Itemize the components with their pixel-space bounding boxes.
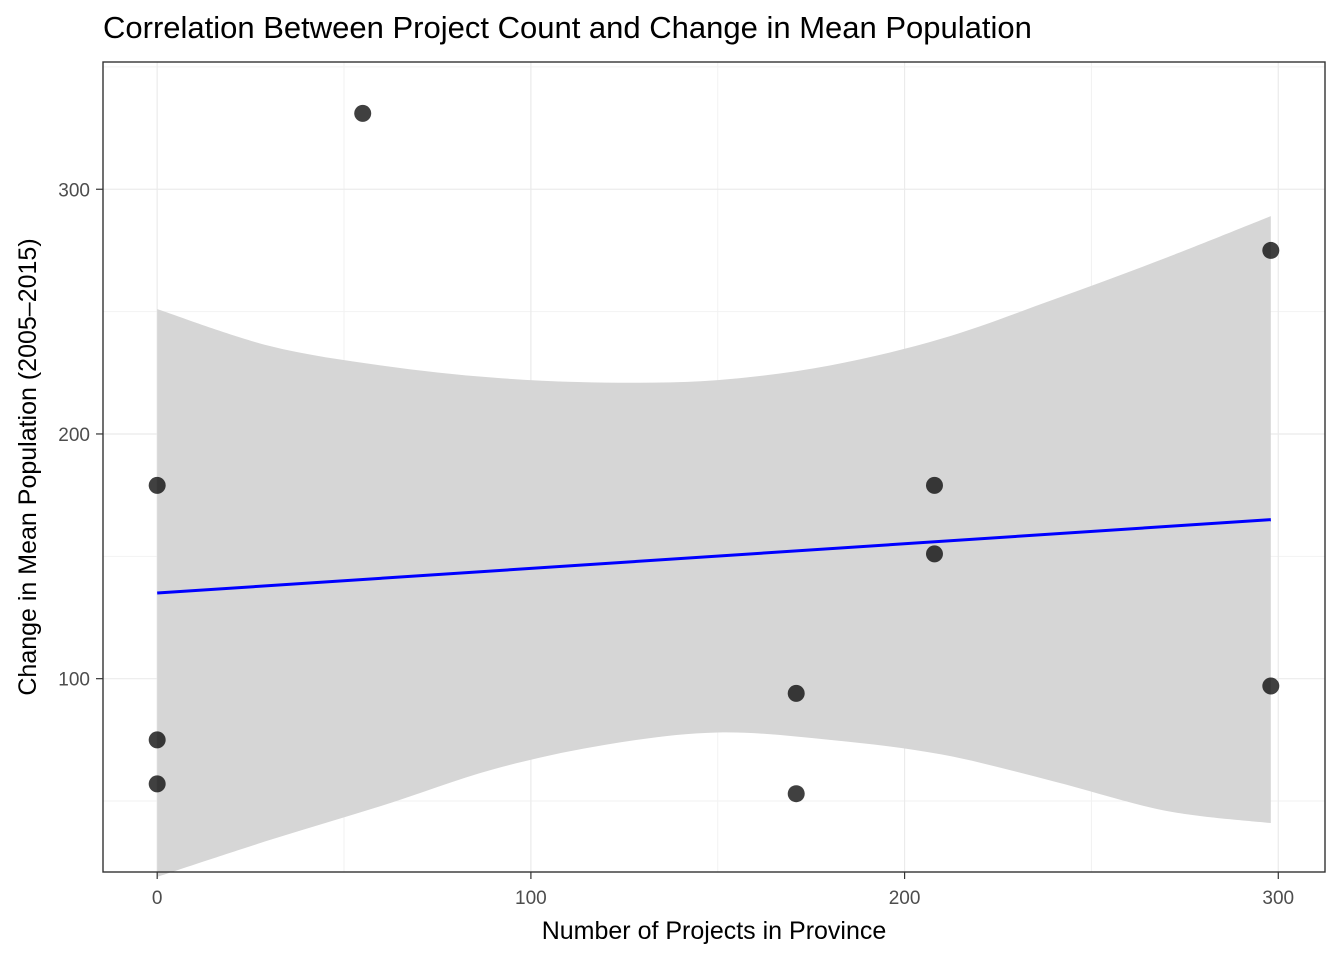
x-tick-label: 200 xyxy=(889,888,921,909)
y-tick-label: 300 xyxy=(58,180,90,201)
y-axis-title: Change in Mean Population (2005–2015) xyxy=(14,238,42,695)
confidence-band xyxy=(157,216,1271,877)
y-tick-label: 200 xyxy=(58,425,90,446)
x-tick-label: 0 xyxy=(152,888,163,909)
data-point xyxy=(787,785,805,803)
data-point xyxy=(1262,241,1280,259)
x-tick-label: 300 xyxy=(1262,888,1294,909)
chart-title: Correlation Between Project Count and Ch… xyxy=(103,10,1032,45)
data-point xyxy=(925,545,943,563)
data-point xyxy=(148,476,166,494)
data-point xyxy=(787,684,805,702)
plot-panel-border xyxy=(102,61,1326,873)
data-point xyxy=(148,775,166,793)
x-axis-title: Number of Projects in Province xyxy=(542,917,887,945)
data-point xyxy=(354,104,372,122)
points-layer xyxy=(148,104,1280,803)
data-point xyxy=(925,476,943,494)
fit-line-layer xyxy=(157,518,1271,595)
x-tick-label: 100 xyxy=(515,888,547,909)
y-axis-ticks: 100 200 300 xyxy=(58,180,103,691)
y-tick-label: 100 xyxy=(58,670,90,691)
confidence-band-layer xyxy=(157,216,1271,877)
data-point xyxy=(148,731,166,749)
data-point xyxy=(1262,677,1280,695)
regression-line xyxy=(157,518,1271,595)
x-axis-ticks: 0 100 200 300 xyxy=(152,872,1294,909)
